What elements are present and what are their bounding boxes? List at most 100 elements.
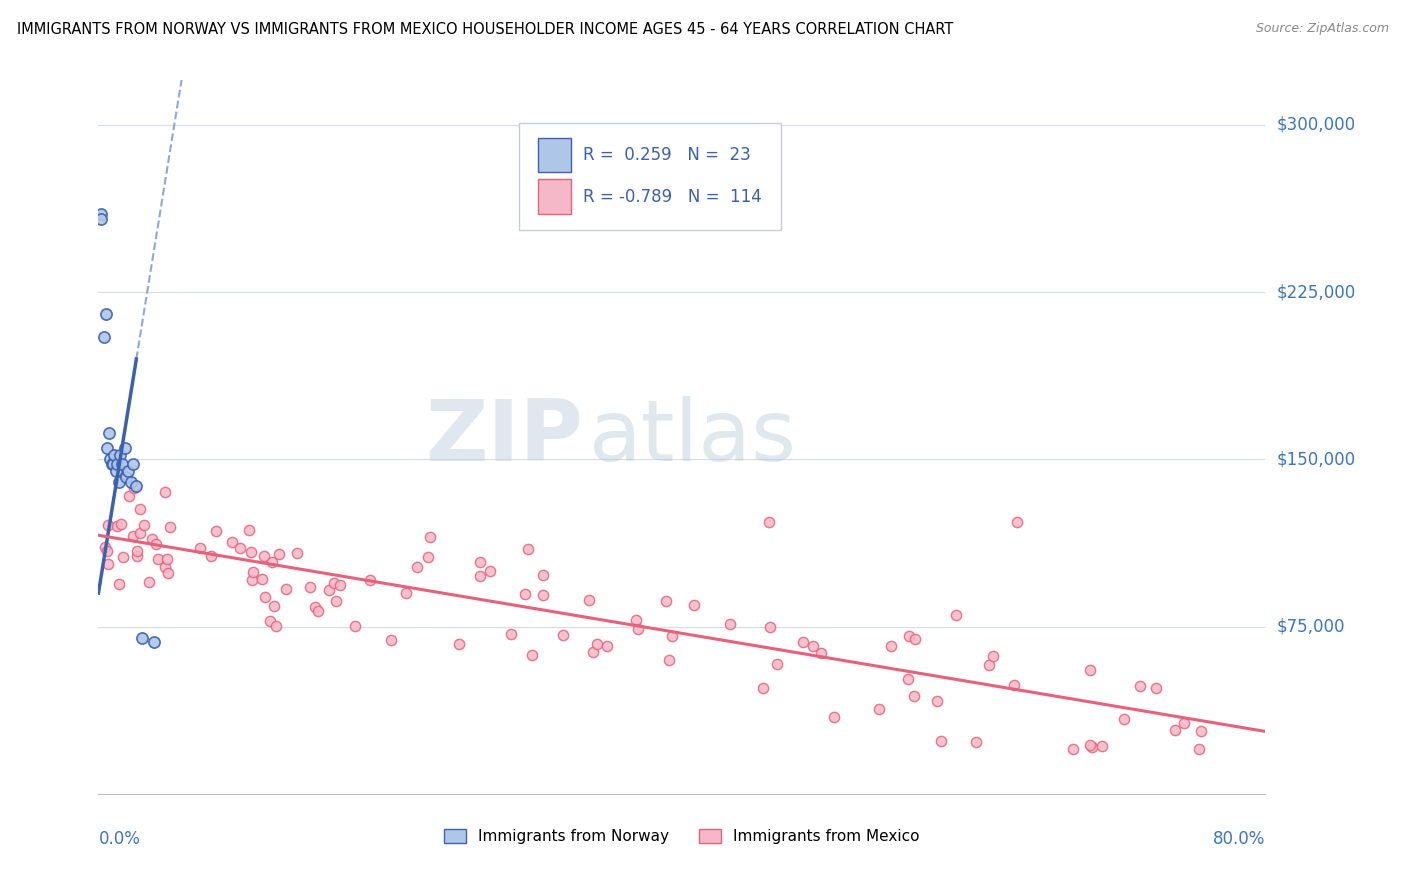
Point <box>156 552 179 566</box>
Point <box>96 441 118 455</box>
Point <box>121 529 143 543</box>
Point <box>114 441 136 455</box>
Point <box>419 531 441 545</box>
Point <box>90 211 112 226</box>
Point <box>93 540 115 554</box>
Point <box>299 580 322 594</box>
Point <box>470 555 492 569</box>
Point <box>242 566 264 580</box>
Point <box>131 631 153 645</box>
Text: R = -0.789   N =  114: R = -0.789 N = 114 <box>582 187 762 205</box>
Point <box>880 639 903 653</box>
Point <box>105 457 128 471</box>
Point <box>551 628 574 642</box>
Text: atlas: atlas <box>589 395 797 479</box>
Point <box>94 307 117 321</box>
Text: Source: ZipAtlas.com: Source: ZipAtlas.com <box>1256 22 1389 36</box>
Point <box>343 619 366 633</box>
Point <box>190 541 212 556</box>
Point <box>1078 663 1101 677</box>
Point <box>328 577 350 591</box>
Point <box>903 689 925 703</box>
Point <box>304 599 326 614</box>
Point <box>253 590 276 604</box>
Text: $75,000: $75,000 <box>1277 617 1346 636</box>
Point <box>929 734 952 748</box>
Point <box>751 681 773 696</box>
Point <box>1164 723 1187 738</box>
Point <box>122 481 145 495</box>
Text: $150,000: $150,000 <box>1277 450 1355 468</box>
Point <box>221 535 243 549</box>
Point <box>627 622 650 636</box>
Point <box>103 448 125 462</box>
Point <box>406 560 429 574</box>
Point <box>146 551 169 566</box>
Point <box>100 457 122 471</box>
Point <box>141 532 163 546</box>
Point <box>578 592 600 607</box>
Point <box>125 479 148 493</box>
Point <box>322 576 344 591</box>
Point <box>1062 742 1084 756</box>
Point <box>1144 681 1167 695</box>
Bar <box>538 179 571 214</box>
Point <box>110 516 132 531</box>
Point <box>250 572 273 586</box>
Point <box>111 457 134 471</box>
Point <box>977 658 1000 673</box>
Point <box>325 594 347 608</box>
Point <box>470 568 492 582</box>
Point <box>981 649 1004 664</box>
Point <box>531 588 554 602</box>
Point <box>111 549 134 564</box>
Point <box>274 582 297 596</box>
Point <box>1004 678 1026 692</box>
Point <box>122 457 145 471</box>
Text: IMMIGRANTS FROM NORWAY VS IMMIGRANTS FROM MEXICO HOUSEHOLDER INCOME AGES 45 - 64: IMMIGRANTS FROM NORWAY VS IMMIGRANTS FRO… <box>17 22 953 37</box>
Point <box>1080 738 1102 752</box>
Point <box>823 710 845 724</box>
Point <box>1007 515 1029 529</box>
Point <box>205 524 228 538</box>
Point <box>125 549 148 563</box>
Point <box>517 542 540 557</box>
Point <box>897 673 920 687</box>
FancyBboxPatch shape <box>519 123 782 230</box>
Point <box>1189 723 1212 738</box>
Point <box>582 645 605 659</box>
Point <box>118 489 141 503</box>
Point <box>263 599 285 614</box>
Point <box>801 639 824 653</box>
Point <box>156 566 179 581</box>
Point <box>718 616 741 631</box>
Point <box>897 629 920 643</box>
Point <box>927 694 949 708</box>
Bar <box>538 138 571 172</box>
Point <box>318 582 340 597</box>
Text: R =  0.259   N =  23: R = 0.259 N = 23 <box>582 146 751 164</box>
Point <box>128 525 150 540</box>
Legend: Immigrants from Norway, Immigrants from Mexico: Immigrants from Norway, Immigrants from … <box>439 822 925 850</box>
Point <box>153 484 176 499</box>
Point <box>93 330 115 344</box>
Point <box>359 574 381 588</box>
Point <box>153 559 176 574</box>
Point <box>447 637 470 651</box>
Point <box>142 635 165 649</box>
Point <box>1188 742 1211 756</box>
Point <box>624 613 647 627</box>
Point <box>98 452 121 467</box>
Text: $225,000: $225,000 <box>1277 283 1355 301</box>
Point <box>1129 679 1152 693</box>
Point <box>253 549 276 564</box>
Point <box>1081 740 1104 755</box>
Point <box>758 515 780 529</box>
Point <box>1091 739 1114 753</box>
Point <box>120 475 142 489</box>
Point <box>418 549 440 564</box>
Text: $300,000: $300,000 <box>1277 116 1355 134</box>
Text: 80.0%: 80.0% <box>1213 830 1265 847</box>
Point <box>765 657 787 672</box>
Point <box>104 464 127 478</box>
